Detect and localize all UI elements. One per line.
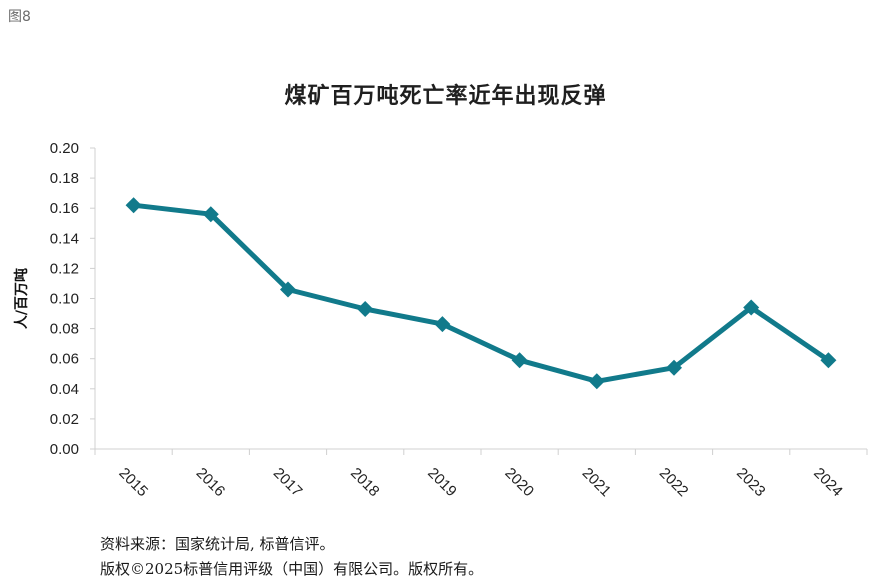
chart-title: 煤矿百万吨死亡率近年出现反弹 [284,84,607,109]
data-point-marker [588,373,605,390]
y-tick-label: 0.00 [50,441,79,458]
y-axis: 0.00 0.02 0.04 0.06 0.08 0.10 0.12 0.14 0.16 0.18… [50,140,96,458]
x-tick-label: 2017 [270,465,306,501]
data-point-marker [666,359,682,376]
data-point-marker [743,299,760,316]
y-axis-label: 人/百万吨 [13,268,30,329]
series-line [125,197,837,390]
x-tick-label: 2016 [193,465,229,501]
data-point-marker [202,206,219,223]
y-tick-label: 0.04 [50,381,79,398]
x-tick-label: 2018 [347,465,383,501]
data-point-marker [434,316,451,333]
x-tick-label: 2023 [733,465,769,501]
data-point-marker [357,301,374,318]
y-tick-label: 0.10 [50,291,79,308]
x-tick-label: 2021 [579,465,615,501]
x-tick-label: 2019 [424,465,460,501]
x-tick-label: 2024 [810,465,846,501]
x-tick-label: 2015 [115,465,151,501]
x-tick-label: 2022 [656,465,692,501]
data-point-marker [125,197,142,214]
y-tick-label: 0.06 [50,351,79,368]
series-polyline [131,202,831,384]
figure-label: 图8 [8,9,31,25]
data-point-marker [820,352,837,369]
y-tick-label: 0.18 [50,170,79,187]
source-note: 资料来源：国家统计局, 标普信评。 [100,535,335,553]
copyright-note: 版权©2025标普信用评级（中国）有限公司。版权所有。 [100,560,484,578]
y-tick-label: 0.02 [50,411,79,428]
y-tick-label: 0.14 [50,230,79,247]
y-tick-label: 0.08 [50,321,79,338]
x-axis: 2015 2016 2017 2018 2019 2020 2021 2022 2023 2024 [94,448,868,501]
x-tick-label: 2020 [501,465,537,501]
data-point-marker [280,281,296,298]
data-point-marker [511,352,528,369]
y-tick-label: 0.16 [50,200,79,217]
y-tick-label: 0.12 [50,260,79,277]
y-tick-label: 0.20 [50,140,79,157]
